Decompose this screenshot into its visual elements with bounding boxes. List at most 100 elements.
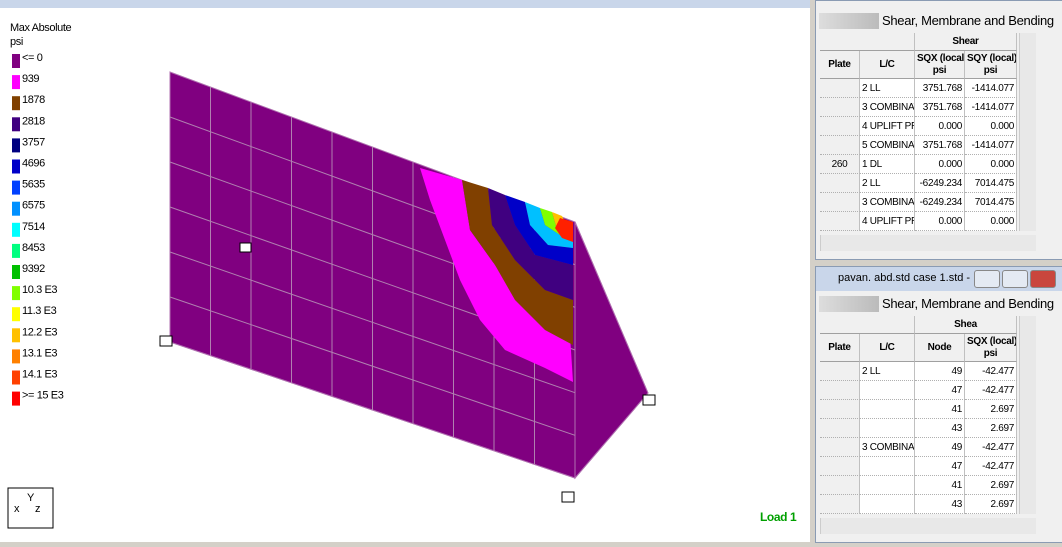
column-label: SQX (local)	[967, 336, 1017, 347]
axis-box	[7, 487, 54, 529]
table-cell: 41	[915, 400, 965, 419]
column-header: SQY (local) psi	[965, 51, 1017, 79]
legend-swatch	[12, 328, 20, 343]
table-cell: -6249.234	[915, 193, 965, 212]
column-label: Plate	[828, 59, 851, 70]
legend-label: 9392	[22, 263, 45, 275]
legend-swatch	[12, 75, 20, 90]
table-cell	[820, 381, 860, 400]
column-header: L/C	[860, 334, 915, 362]
legend-swatch	[12, 159, 20, 174]
table-cell	[820, 98, 860, 117]
legend-swatch	[12, 265, 20, 279]
table-cell: -42.477	[965, 381, 1017, 400]
table-cell: 0.000	[965, 212, 1017, 231]
contour	[505, 195, 573, 265]
table-cell: 0.000	[915, 212, 965, 231]
legend-swatch	[12, 54, 20, 68]
table-cell: -1414.077	[965, 79, 1017, 98]
table-cell	[820, 117, 860, 136]
horizontal-scrollbar[interactable]	[820, 518, 1036, 534]
table-cell: 0.000	[915, 117, 965, 136]
table-cell	[820, 174, 860, 193]
axis-label: z	[35, 503, 40, 515]
load-label: Load 1	[760, 510, 797, 524]
tab-label: Shear, Membrane and Bending	[882, 13, 1054, 28]
window-min-button[interactable]	[974, 270, 1000, 288]
slope-face	[574, 221, 649, 480]
column-header: Node	[915, 334, 965, 362]
legend-swatch	[12, 349, 20, 364]
legend-label: 8453	[22, 242, 45, 254]
axis-label: Y	[27, 492, 35, 504]
tab-nav[interactable]	[819, 296, 879, 312]
legend-label: 12.2 E3	[22, 326, 57, 338]
tab-label: Shear, Membrane and Bending	[882, 296, 1054, 311]
legend-swatch	[12, 222, 20, 237]
table-cell: 3 COMBINATI	[860, 438, 915, 457]
group-header: Shear	[915, 33, 1017, 51]
column-unit: psi	[932, 65, 947, 76]
legend-title: Max Absolute	[10, 22, 72, 34]
table-cell: 47	[915, 381, 965, 400]
table-cell: 0.000	[915, 155, 965, 174]
vertical-scrollbar[interactable]	[1019, 33, 1036, 231]
axis-label: x	[14, 503, 20, 515]
table-cell: 2.697	[965, 495, 1017, 514]
table-window: Shear, Membrane and Bending Shear Plate L/C…	[815, 0, 1062, 260]
table-cell: -1414.077	[965, 98, 1017, 117]
table-cell	[820, 495, 860, 514]
group-header: Shea	[915, 316, 1017, 334]
viewport: Max Absolute psi x Y z Load 1 <= 0 939 187…	[0, 0, 810, 542]
table-cell	[820, 79, 860, 98]
table-cell: 2 LL	[860, 79, 915, 98]
table-cell	[860, 419, 915, 438]
column-label: L/C	[879, 342, 895, 353]
header-cell	[820, 316, 915, 334]
tab-nav[interactable]	[819, 13, 879, 29]
legend-label: 5635	[22, 179, 45, 191]
contour	[555, 218, 573, 242]
table-cell: 0.000	[965, 117, 1017, 136]
legend-label: 4696	[22, 158, 45, 170]
table-cell: 2 LL	[860, 174, 915, 193]
table-cell: 2.697	[965, 419, 1017, 438]
table-cell: -42.477	[965, 362, 1017, 381]
table-cell: 41	[915, 476, 965, 495]
column-header: SQX (local) psi	[915, 51, 965, 79]
table-cell: 260	[820, 155, 860, 174]
legend-label: 14.1 E3	[22, 369, 57, 381]
table-cell: 1 DL	[860, 155, 915, 174]
table-cell: 47	[915, 457, 965, 476]
vertical-scrollbar[interactable]	[1019, 316, 1036, 514]
horizontal-scrollbar[interactable]	[820, 235, 1036, 251]
legend-label: 939	[22, 73, 39, 85]
mesh-line	[169, 251, 576, 394]
table-cell	[860, 457, 915, 476]
table-cell	[820, 212, 860, 231]
table-cell: 3751.768	[915, 136, 965, 155]
column-unit: psi	[983, 65, 998, 76]
table-cell: -42.477	[965, 457, 1017, 476]
table-cell: 7014.475	[965, 174, 1017, 193]
contour	[488, 188, 573, 300]
table-cell: 4 UPLIFT PRE	[860, 117, 915, 136]
column-header: Plate	[820, 334, 860, 362]
table-window: pavan. abd.std case 1.std - ... Shear, Me…	[815, 266, 1062, 543]
legend-label: 13.1 E3	[22, 347, 57, 359]
table-cell	[860, 476, 915, 495]
title-bar	[0, 0, 810, 8]
legend-unit: psi	[10, 36, 23, 48]
table-cell: 4 UPLIFT PRE	[860, 212, 915, 231]
mesh-line	[169, 296, 576, 436]
table-cell: 2.697	[965, 400, 1017, 419]
table-cell: -6249.234	[915, 174, 965, 193]
window-close-button[interactable]	[1030, 270, 1056, 288]
legend-label: >= 15 E3	[22, 390, 64, 402]
legend-label: 10.3 E3	[22, 284, 57, 296]
window-max-button[interactable]	[1002, 270, 1028, 288]
table-cell: 49	[915, 438, 965, 457]
table-cell	[820, 193, 860, 212]
table-cell	[820, 400, 860, 419]
